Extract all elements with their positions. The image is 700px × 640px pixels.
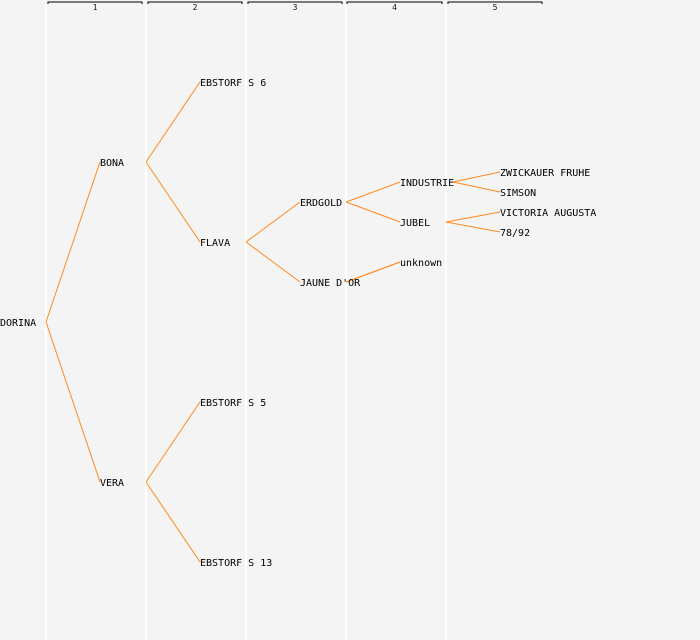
pedigree-node-g4[interactable]: EBSTORF S 13 [200, 558, 272, 569]
generation-bracket [447, 1, 543, 4]
generation-label: 4 [392, 3, 397, 12]
generation-bracket [147, 1, 243, 4]
pedigree-connector [345, 181, 401, 203]
generation-label: 2 [193, 3, 198, 12]
generation-label: 1 [93, 3, 98, 12]
pedigree-node-g3[interactable]: EBSTORF S 5 [200, 398, 266, 409]
pedigree-connector [245, 241, 301, 283]
pedigree-connector [445, 211, 501, 223]
pedigree-connector [145, 401, 201, 483]
pedigree-connector [452, 171, 501, 183]
pedigree-node-p1[interactable]: BONA [100, 158, 124, 169]
generation-bracket [47, 1, 143, 4]
pedigree-connector [345, 201, 401, 223]
pedigree-node-ggg2[interactable]: JUBEL [400, 218, 430, 229]
pedigree-node-g1[interactable]: EBSTORF S 6 [200, 78, 266, 89]
pedigree-node-root[interactable]: DORINA [0, 318, 36, 329]
pedigree-connector [45, 161, 101, 323]
pedigree-connector [452, 181, 501, 193]
generation-bracket [346, 1, 443, 4]
pedigree-connector [445, 221, 501, 233]
pedigree-node-gg2[interactable]: JAUNE D'OR [300, 278, 361, 289]
pedigree-connector [345, 261, 401, 283]
generation-bracket [247, 1, 343, 4]
pedigree-node-ggg1[interactable]: INDUSTRIE [400, 178, 454, 189]
generation-label: 5 [493, 3, 498, 12]
pedigree-node-gggg1[interactable]: ZWICKAUER FRUHE [500, 168, 590, 179]
pedigree-node-gggg3[interactable]: VICTORIA AUGUSTA [500, 208, 596, 219]
pedigree-node-ggg3[interactable]: unknown [400, 258, 442, 269]
generation-label: 3 [293, 3, 298, 12]
pedigree-node-gggg2[interactable]: SIMSON [500, 188, 536, 199]
pedigree-node-gg1[interactable]: ERDGOLD [300, 198, 342, 209]
pedigree-connector [145, 481, 201, 563]
pedigree-node-gggg4[interactable]: 78/92 [500, 228, 530, 239]
pedigree-connector [45, 321, 101, 483]
pedigree-node-g2[interactable]: FLAVA [200, 238, 230, 249]
pedigree-node-p2[interactable]: VERA [100, 478, 124, 489]
pedigree-connector [145, 161, 201, 243]
pedigree-connector [145, 81, 201, 163]
pedigree-connector [245, 201, 301, 243]
